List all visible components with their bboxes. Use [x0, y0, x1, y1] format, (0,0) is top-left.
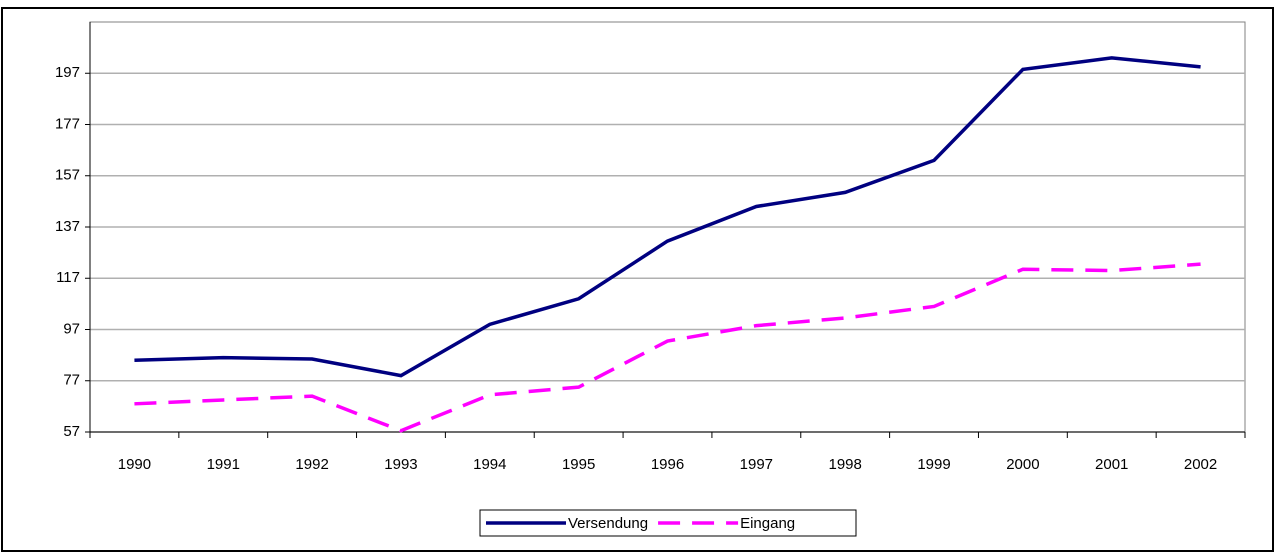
line-series [134, 56, 1201, 378]
x-tick-label: 1990 [118, 456, 151, 473]
y-tick-label: 57 [63, 423, 80, 440]
x-tick-label: 1998 [829, 456, 862, 473]
x-tick-label: 1995 [562, 456, 595, 473]
x-tick-label: 2000 [1006, 456, 1039, 473]
legend-label: Eingang [740, 515, 795, 532]
x-tick-label: 2002 [1184, 456, 1217, 473]
y-tick-label: 137 [55, 218, 80, 235]
x-tick-label: 1996 [651, 456, 684, 473]
legend-label: Versendung [568, 515, 648, 532]
x-tick-label: 1999 [917, 456, 950, 473]
x-tick-label: 1992 [295, 456, 328, 473]
y-tick-label: 197 [55, 64, 80, 81]
y-tick-label: 117 [56, 269, 80, 286]
y-tick-label: 157 [55, 167, 80, 184]
x-tick-label: 1991 [207, 456, 240, 473]
y-tick-label: 77 [63, 372, 80, 389]
x-tick-label: 2001 [1095, 456, 1128, 473]
x-tick-label: 1994 [473, 456, 506, 473]
y-tick-label: 177 [55, 115, 80, 132]
x-tick-label: 1997 [740, 456, 773, 473]
line-series [134, 262, 1201, 433]
x-tick-label: 1993 [384, 456, 417, 473]
y-tick-label: 97 [63, 320, 80, 337]
